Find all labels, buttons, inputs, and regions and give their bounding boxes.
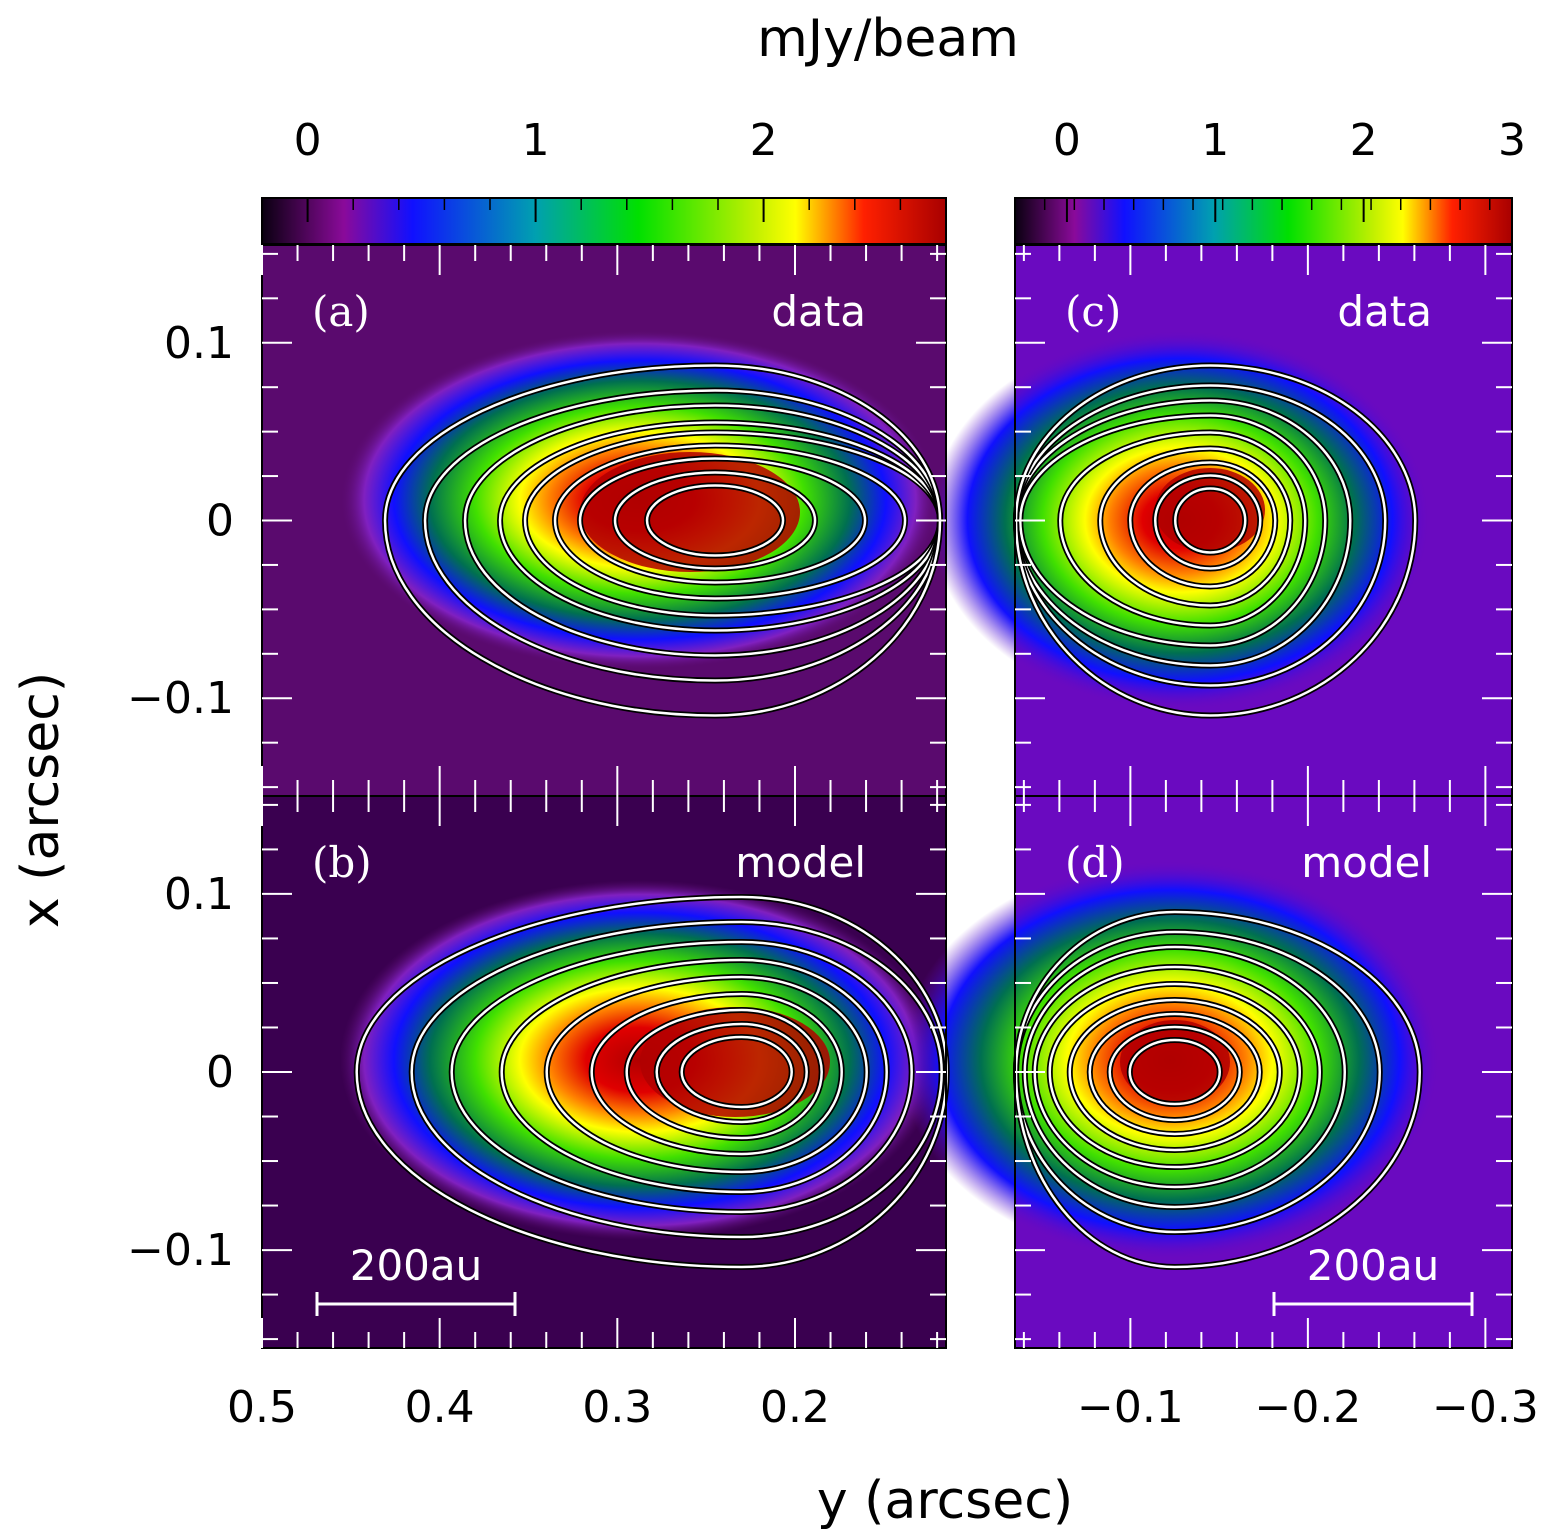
scalebar-label-d: 200au bbox=[1307, 1241, 1440, 1290]
scalebar-label-b: 200au bbox=[350, 1241, 483, 1290]
colorbar-tick-label: 1 bbox=[1201, 115, 1229, 166]
contour-line bbox=[500, 958, 888, 1194]
contour-line bbox=[1058, 431, 1307, 627]
panel-label-b: (b) bbox=[312, 838, 372, 887]
contour-line bbox=[1033, 965, 1322, 1189]
colorbar-tick-label: 2 bbox=[1350, 115, 1378, 166]
colorbar-left bbox=[261, 197, 947, 245]
y-tick-label: −0.1 bbox=[127, 673, 234, 724]
x-tick-label: −0.3 bbox=[1432, 1382, 1539, 1433]
contour-line bbox=[1018, 414, 1327, 647]
contour-line bbox=[1014, 910, 1422, 1269]
colorbar-tick-label: 1 bbox=[522, 115, 550, 166]
colorbar-tick-label: 2 bbox=[750, 115, 778, 166]
contour-line bbox=[655, 1022, 808, 1124]
contour-line bbox=[1068, 998, 1282, 1152]
y-tick-label: 0 bbox=[206, 496, 234, 547]
contour-line bbox=[680, 1035, 793, 1109]
panel-tag-d: model bbox=[1301, 838, 1432, 887]
contour-line bbox=[613, 471, 817, 570]
contour-line bbox=[1023, 945, 1347, 1209]
contour-line bbox=[1014, 930, 1382, 1234]
colorbar-right bbox=[1014, 197, 1513, 245]
colorbar-tick-label: 3 bbox=[1498, 115, 1526, 166]
x-axis-title: y (arcsec) bbox=[817, 1471, 1073, 1531]
x-tick-label: −0.2 bbox=[1254, 1382, 1361, 1433]
colorbar-unit-label: mJy/beam bbox=[757, 9, 1019, 69]
colorbar-left-ticks: 0 1 2 bbox=[261, 115, 902, 222]
x-tick-label: 0.3 bbox=[582, 1382, 652, 1433]
panel-tag-a: data bbox=[771, 287, 866, 336]
contour-line bbox=[1173, 487, 1247, 554]
panel-tag-b: model bbox=[735, 838, 866, 887]
contour-line bbox=[1128, 461, 1277, 588]
contour-line bbox=[545, 975, 868, 1174]
contour-line bbox=[1108, 1025, 1242, 1122]
contours bbox=[353, 362, 1423, 1271]
x-tick-label: 0.4 bbox=[405, 1382, 475, 1433]
contour-line bbox=[625, 1008, 823, 1140]
contour-line bbox=[1153, 474, 1262, 570]
panel-label-c: (c) bbox=[1065, 287, 1121, 336]
y-axis-title: x (arcsec) bbox=[11, 672, 71, 928]
contour-line bbox=[1048, 982, 1302, 1169]
y-tick-label: 0 bbox=[206, 1047, 234, 1098]
frame-ticks bbox=[261, 245, 1512, 1348]
panel-label-d: (d) bbox=[1065, 838, 1125, 887]
scalebar-b bbox=[315, 1292, 517, 1316]
contour-line bbox=[578, 457, 867, 584]
contour-line bbox=[1014, 384, 1387, 687]
contour-line bbox=[1128, 1038, 1222, 1106]
contour-line bbox=[553, 444, 907, 600]
x-tick-label: −0.1 bbox=[1077, 1382, 1184, 1433]
x-tick-label: 0.5 bbox=[227, 1382, 297, 1433]
y-tick-label: 0.1 bbox=[164, 869, 234, 920]
panel-label-a: (a) bbox=[312, 287, 370, 336]
contour-line bbox=[1014, 364, 1417, 717]
colorbar-tick-label: 0 bbox=[1053, 115, 1081, 166]
x-tick-label: 0.2 bbox=[760, 1382, 830, 1433]
contour-line bbox=[645, 484, 785, 557]
colorbar-tick-label: 0 bbox=[294, 115, 322, 166]
y-tick-label: 0.1 bbox=[164, 318, 234, 369]
contour-line bbox=[1088, 1012, 1262, 1136]
contour-line bbox=[590, 992, 843, 1156]
contour-line bbox=[1098, 447, 1292, 607]
panel-tag-c: data bbox=[1337, 287, 1432, 336]
y-tick-label: −0.1 bbox=[127, 1225, 234, 1276]
scalebar-d bbox=[1272, 1292, 1474, 1316]
contour-line bbox=[450, 940, 913, 1214]
axis-tick-labels: 0.1 0 −0.1 0.1 0 −0.1 0.5 0.4 0.3 0.2 −0.1 −0.2 −0.3 bbox=[127, 318, 1539, 1433]
contour-line bbox=[1014, 399, 1352, 667]
colorbar-right-ticks: 0 1 2 3 bbox=[1014, 115, 1526, 222]
